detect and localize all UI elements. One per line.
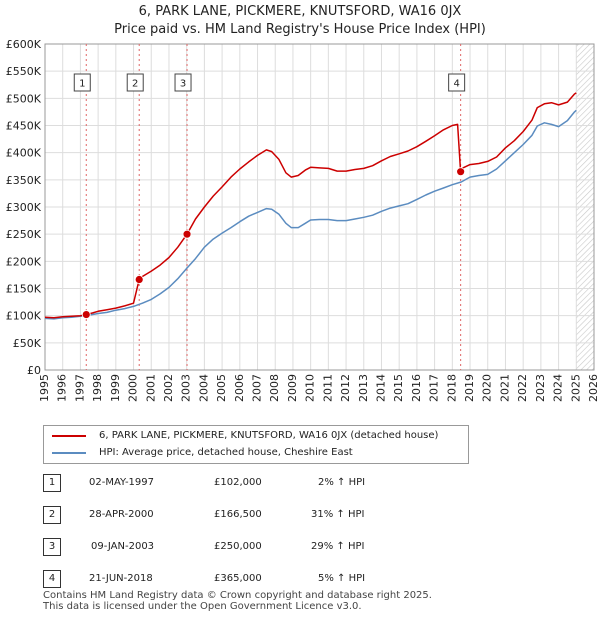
transaction-point xyxy=(81,310,91,319)
table-row: 4 21-JUN-2018 £365,000 5% ↑ HPI xyxy=(0,570,600,602)
transaction-date: 28-APR-2000 xyxy=(89,509,154,520)
x-tick-label: 2002 xyxy=(162,374,175,402)
x-tick-label: 2000 xyxy=(127,374,140,402)
transaction-label-text: 4 xyxy=(453,79,459,90)
x-tick-label: 2007 xyxy=(251,374,264,402)
transaction-price: £250,000 xyxy=(214,541,262,552)
y-tick-label: £450K xyxy=(6,120,42,133)
transaction-point xyxy=(456,167,466,177)
x-tick-label: 1999 xyxy=(109,374,122,402)
y-tick-label: £500K xyxy=(6,92,42,105)
x-tick-label: 1995 xyxy=(38,374,51,402)
x-tick-label: 2004 xyxy=(197,374,210,402)
transaction-marker-label: 2 xyxy=(43,506,61,524)
hpi-line xyxy=(44,109,577,320)
transaction-label: 2 xyxy=(126,73,144,92)
transaction-label: 1 xyxy=(73,73,91,92)
y-tick-label: £400K xyxy=(6,147,42,160)
x-tick-label: 2014 xyxy=(374,374,387,402)
transaction-label: 3 xyxy=(174,73,192,92)
x-tick-label: 2021 xyxy=(498,374,511,402)
transaction-price: £166,500 xyxy=(214,509,262,520)
x-tick-label: 2023 xyxy=(534,374,547,402)
x-tick-label: 1996 xyxy=(56,374,69,402)
x-tick-label: 2001 xyxy=(144,374,157,402)
x-tick-label: 2011 xyxy=(321,374,334,402)
x-tick-label: 2005 xyxy=(215,374,228,402)
legend-swatch-property xyxy=(52,435,86,437)
y-tick-label: £100K xyxy=(6,310,42,323)
x-tick-label: 1997 xyxy=(73,374,86,402)
y-tick-label: £200K xyxy=(6,255,42,268)
chart-legend: 6, PARK LANE, PICKMERE, KNUTSFORD, WA16 … xyxy=(43,425,469,464)
x-tick-label: 1998 xyxy=(91,374,104,402)
x-tick-label: 2010 xyxy=(304,374,317,402)
x-tick-label: 2022 xyxy=(516,374,529,402)
transaction-label: 4 xyxy=(448,73,466,92)
transaction-label-box xyxy=(126,73,144,92)
x-tick-label: 2008 xyxy=(268,374,281,402)
transaction-point xyxy=(182,229,192,239)
transaction-point xyxy=(134,275,144,284)
y-tick-label: £550K xyxy=(6,65,42,78)
transaction-label-text: 2 xyxy=(132,79,138,90)
transaction-date: 21-JUN-2018 xyxy=(89,573,153,584)
transaction-marker-label: 1 xyxy=(43,474,61,492)
property-price-line xyxy=(44,92,577,319)
y-tick-label: £250K xyxy=(6,228,42,241)
transaction-hpi-change: 29% ↑ HPI xyxy=(311,541,365,552)
transaction-label-box xyxy=(448,73,466,92)
x-tick-label: 2006 xyxy=(233,374,246,402)
y-tick-label: £600K xyxy=(6,38,42,51)
transaction-label-text: 3 xyxy=(180,79,186,90)
x-tick-label: 2020 xyxy=(481,374,494,402)
table-row: 2 28-APR-2000 £166,500 31% ↑ HPI xyxy=(0,506,600,538)
transaction-label-text: 1 xyxy=(79,79,85,90)
x-tick-label: 2015 xyxy=(392,374,405,402)
x-tick-label: 2024 xyxy=(552,374,565,402)
transaction-price: £102,000 xyxy=(214,477,262,488)
table-row: 1 02-MAY-1997 £102,000 2% ↑ HPI xyxy=(0,474,600,506)
x-tick-label: 2025 xyxy=(569,374,582,402)
x-tick-label: 2017 xyxy=(428,374,441,402)
x-tick-label: 2012 xyxy=(339,374,352,402)
x-tick-label: 2026 xyxy=(587,374,600,402)
x-tick-label: 2003 xyxy=(180,374,193,402)
x-tick-label: 2009 xyxy=(286,374,299,402)
y-tick-label: £0 xyxy=(27,364,41,377)
legend-swatch-hpi xyxy=(52,452,86,454)
chart-subtitle: Price paid vs. HM Land Registry's House … xyxy=(114,22,486,37)
transaction-date: 02-MAY-1997 xyxy=(89,477,155,488)
y-tick-label: £300K xyxy=(6,201,42,214)
transaction-date: 09-JAN-2003 xyxy=(91,541,155,552)
price-chart: £0 £50K £100K £150K £200K £250K £300K £350K £400… xyxy=(6,38,600,402)
x-tick-label: 2016 xyxy=(410,374,423,402)
y-tick-label: £150K xyxy=(6,283,42,296)
chart-title: 6, PARK LANE, PICKMERE, KNUTSFORD, WA16 … xyxy=(138,4,462,19)
transaction-hpi-change: 5% ↑ HPI xyxy=(318,573,366,584)
legend-label-property: 6, PARK LANE, PICKMERE, KNUTSFORD, WA16 … xyxy=(99,430,439,441)
table-row: 3 09-JAN-2003 £250,000 29% ↑ HPI xyxy=(0,538,600,570)
legend-label-hpi: HPI: Average price, detached house, Ches… xyxy=(99,447,353,458)
x-tick-label: 2013 xyxy=(357,374,370,402)
footer-licence: This data is licensed under the Open Gov… xyxy=(43,601,362,612)
transaction-marker-label: 3 xyxy=(43,538,61,556)
x-tick-label: 2018 xyxy=(445,374,458,402)
transaction-label-box xyxy=(174,73,192,92)
plot-frame xyxy=(44,43,595,371)
transaction-hpi-change: 2% ↑ HPI xyxy=(318,477,366,488)
y-tick-label: £50K xyxy=(13,337,42,350)
x-tick-label: 2019 xyxy=(463,374,476,402)
transaction-hpi-change: 31% ↑ HPI xyxy=(311,509,365,520)
footer-copyright: Contains HM Land Registry data © Crown c… xyxy=(43,590,432,601)
transaction-marker-label: 4 xyxy=(43,570,61,588)
transaction-price: £365,000 xyxy=(214,573,262,584)
transaction-label-box xyxy=(73,73,91,92)
y-tick-label: £350K xyxy=(6,174,42,187)
